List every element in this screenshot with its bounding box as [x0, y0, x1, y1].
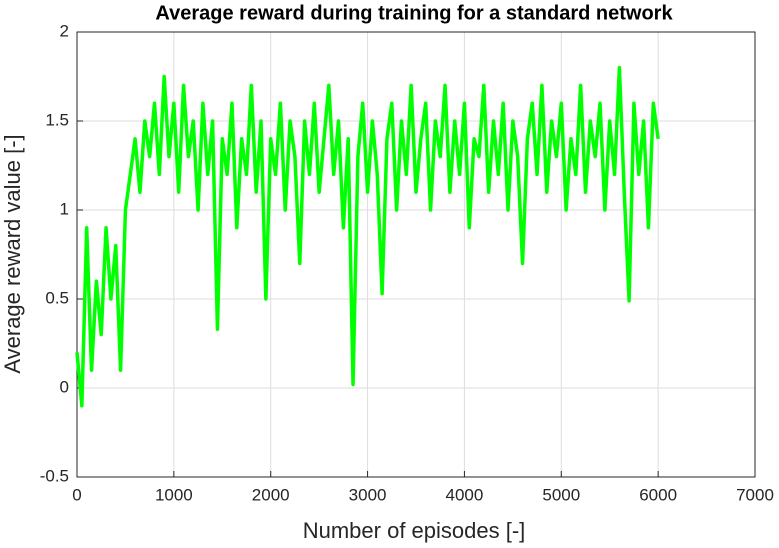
- x-tick-label: 3000: [349, 485, 387, 504]
- x-axis-label: Number of episodes [-]: [303, 518, 526, 543]
- chart-title: Average reward during training for a sta…: [155, 2, 673, 24]
- x-tick-label: 4000: [446, 485, 484, 504]
- x-tick-label: 0: [72, 485, 81, 504]
- x-tick-label: 2000: [252, 485, 290, 504]
- plot-frame: [76, 31, 756, 478]
- y-tick-label: 2: [60, 21, 69, 40]
- y-tick-label: 0.5: [45, 288, 69, 307]
- x-tick-label: 5000: [542, 485, 580, 504]
- y-tick-label: 0: [60, 377, 69, 396]
- data-line: [75, 65, 660, 408]
- y-tick-label: 1.5: [45, 110, 69, 129]
- x-tick-label: 1000: [155, 485, 193, 504]
- y-tick-label: -0.5: [40, 466, 69, 485]
- y-axis-label: Average reward value [-]: [0, 134, 25, 373]
- x-tick-label: 7000: [736, 485, 774, 504]
- x-tick-label: 6000: [639, 485, 677, 504]
- y-tick-label: 1: [60, 199, 69, 218]
